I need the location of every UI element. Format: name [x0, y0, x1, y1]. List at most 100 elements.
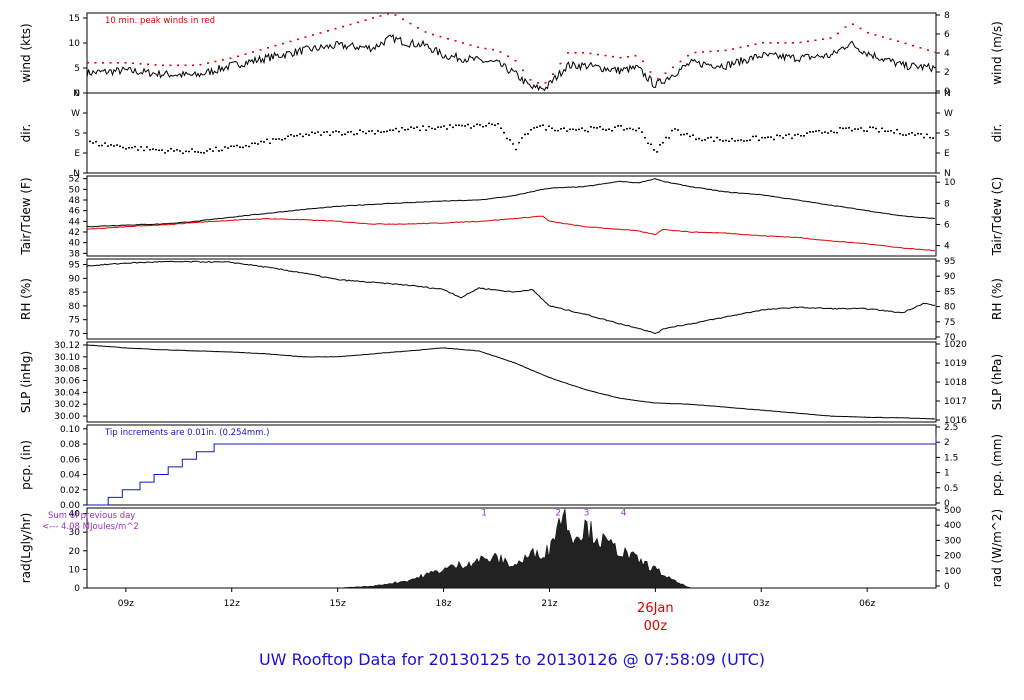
dir-point: [143, 149, 145, 152]
dir-point: [923, 136, 925, 139]
y2-tick-label: 4: [944, 242, 950, 252]
dir-point: [707, 137, 709, 139]
y-tick-label: 85: [69, 288, 80, 298]
dir-point: [287, 135, 289, 138]
dir-point: [260, 140, 262, 143]
y-tick-label: W: [71, 109, 80, 119]
dir-point: [614, 126, 616, 128]
dir-point: [209, 148, 211, 150]
dir-point: [578, 128, 580, 131]
dir-point: [893, 132, 895, 134]
dir-point: [818, 129, 820, 132]
dir-point: [452, 126, 454, 129]
x-tick-label: 21z: [541, 599, 557, 609]
dir-point: [338, 131, 340, 133]
peak-wind-mark: [552, 73, 554, 75]
dir-point: [542, 124, 544, 126]
panel-pcp: [83, 424, 940, 506]
dir-point: [212, 150, 214, 152]
dir-point: [752, 135, 754, 138]
dir-point: [632, 128, 634, 131]
dir-point: [902, 134, 904, 136]
peak-wind-mark: [484, 47, 487, 50]
rad-total-label: <--- 4.08 MJoules/m^2: [42, 522, 139, 532]
y2-tick-label: 75: [944, 318, 955, 328]
dir-point: [827, 132, 829, 134]
dir-point: [842, 127, 844, 130]
dir-point: [140, 146, 142, 148]
dir-point: [251, 142, 253, 145]
dir-point: [371, 130, 373, 132]
peak-wind-mark: [199, 63, 202, 66]
peak-wind-mark: [777, 42, 779, 44]
dir-point: [137, 149, 139, 151]
dir-point: [266, 138, 268, 141]
peak-wind-mark: [604, 54, 607, 57]
dir-point: [236, 144, 238, 147]
peak-wind-mark: [522, 69, 524, 72]
dir-point: [692, 134, 694, 136]
dir-point: [410, 126, 412, 128]
dir-point: [908, 133, 910, 135]
dir-point: [305, 133, 307, 136]
y-tick-label: 30.00: [54, 412, 80, 422]
peak-wind-mark: [514, 59, 517, 62]
dir-point: [575, 129, 577, 131]
peak-wind-mark: [784, 42, 787, 44]
dir-point: [443, 125, 445, 127]
dir-point: [644, 136, 646, 139]
peak-wind-mark: [597, 53, 599, 56]
dir-point: [497, 122, 499, 125]
dir-point: [917, 132, 919, 135]
dir-point: [323, 131, 325, 134]
dir-point: [680, 134, 682, 136]
y-tick-label: 40: [69, 239, 81, 249]
x-tick-label: 12z: [224, 599, 240, 609]
dir-point: [623, 129, 625, 131]
dir-point: [620, 125, 622, 127]
dir-point: [227, 147, 229, 149]
dir-point: [221, 149, 223, 152]
peak-wind-mark: [177, 64, 179, 67]
peak-wind-mark: [927, 49, 929, 51]
x-tick-label: 15z: [330, 599, 346, 609]
dir-point: [608, 128, 610, 131]
peak-wind-mark: [402, 18, 404, 21]
peak-wind-mark: [154, 64, 157, 66]
dir-point: [419, 129, 421, 132]
dir-point: [683, 133, 685, 136]
y2-axis-label: pcp. (mm): [990, 434, 1004, 496]
dir-point: [341, 134, 343, 136]
dir-point: [284, 137, 286, 140]
y2-tick-label: 0.5: [944, 484, 958, 494]
peak-wind-mark: [334, 27, 337, 30]
dir-point: [332, 131, 334, 133]
peak-wind-mark: [717, 50, 719, 52]
dir-point: [167, 150, 169, 152]
dir-point: [869, 126, 871, 128]
peak-wind-mark: [582, 52, 584, 54]
peak-wind-mark: [417, 26, 419, 29]
peak-wind-mark: [289, 40, 292, 43]
y-axis-label: SLP (inHg): [19, 351, 33, 413]
day-marker-sublabel: 00z: [644, 619, 668, 634]
dir-point: [557, 129, 559, 132]
peak-wind-mark: [544, 82, 547, 84]
dir-point: [590, 126, 592, 128]
dir-point: [491, 123, 493, 126]
peak-wind-mark: [432, 33, 434, 36]
dir-point: [245, 144, 247, 147]
dir-point: [449, 124, 451, 126]
panel-frame: [86, 258, 937, 340]
dir-point: [308, 134, 310, 136]
dir-point: [860, 127, 862, 129]
dir-point: [347, 131, 349, 133]
dir-point: [863, 130, 865, 132]
dir-point: [656, 151, 658, 153]
peak-wind-mark: [462, 42, 464, 44]
dir-point: [494, 124, 496, 126]
y-tick-label: S: [74, 129, 80, 139]
peak-wind-mark: [732, 48, 734, 50]
y2-tick-label: 85: [944, 287, 955, 297]
